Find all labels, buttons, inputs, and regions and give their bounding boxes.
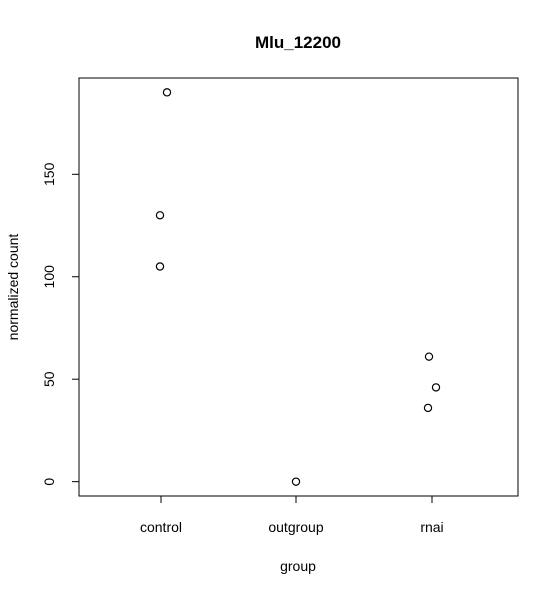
y-axis: 0 50 100 150 [41, 162, 80, 486]
data-point [155, 262, 165, 271]
data-point [155, 211, 165, 220]
data-points [155, 88, 441, 486]
data-point [162, 88, 172, 97]
data-point [424, 352, 434, 361]
x-axis: control outgroup rnai [140, 495, 444, 535]
y-tick-label: 150 [41, 162, 57, 186]
y-tick-label: 100 [41, 265, 57, 289]
x-tick-label: outgroup [268, 519, 323, 535]
y-tick-label: 0 [41, 478, 57, 486]
data-point [423, 403, 433, 413]
y-tick-label: 50 [41, 371, 57, 387]
data-point [431, 383, 441, 392]
chart-title: Mlu_12200 [255, 33, 341, 52]
data-point [291, 477, 301, 486]
y-axis-label: normalized count [5, 234, 21, 341]
plot-frame [78, 77, 519, 497]
x-tick-label: rnai [420, 519, 443, 535]
x-axis-label: group [280, 558, 316, 574]
x-tick-label: control [140, 519, 182, 535]
